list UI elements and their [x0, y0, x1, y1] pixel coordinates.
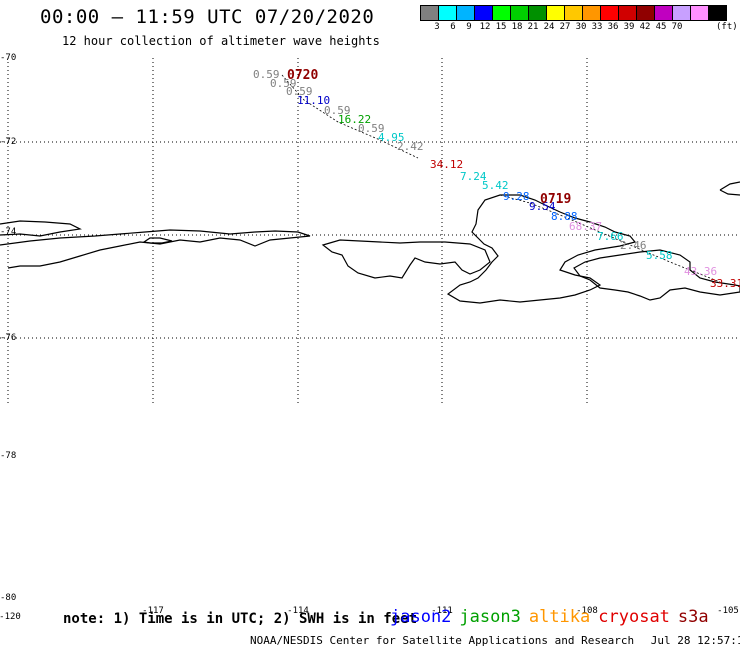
wave-height-labels: 0.590.590.5911.100.5916.220.594.952.4234…: [253, 68, 740, 290]
lon-label: -120: [0, 612, 21, 622]
wave-height-label: 0.59: [286, 85, 313, 98]
coastline-segment: [446, 194, 637, 304]
coastline-segment: [142, 237, 173, 244]
wave-height-label: 7.24: [460, 170, 487, 183]
map-subtitle: 12 hour collection of altimeter wave hei…: [62, 34, 380, 48]
colorbar-tick-label: 42: [639, 22, 651, 32]
track-0720: [281, 74, 419, 159]
mission-legend-item: cryosat: [598, 607, 670, 627]
mission-legend-item: jason2: [390, 607, 452, 627]
wave-height-label: 9.54: [529, 200, 556, 213]
lat-label: -80: [0, 593, 17, 603]
lon-label: -111: [431, 606, 453, 616]
colorbar-tick-label: 3: [434, 22, 440, 32]
colorbar-tick-label: 18: [511, 22, 523, 32]
colorbar-tick-label: 33: [591, 22, 603, 32]
coastline-segment: [573, 249, 740, 301]
wave-height-label: 0.59: [253, 68, 280, 81]
coastline-segment: [0, 220, 82, 237]
wave-height-label: 7.66: [597, 230, 624, 243]
wave-height-label: 0.59: [358, 122, 385, 135]
wave-height-label: 2.46: [620, 239, 647, 252]
colorbar-tick-label: 30: [575, 22, 587, 32]
mission-legend: jason2 jason3 altika cryosat s3a: [390, 607, 717, 627]
colorbar-tick-label: 12: [479, 22, 491, 32]
wave-height-label: 4.95: [378, 131, 405, 144]
lat-label: -76: [0, 333, 17, 343]
track-time-label: 0719: [540, 192, 571, 207]
colorbar-tick-label: 45: [655, 22, 667, 32]
lon-label: -105: [717, 606, 739, 616]
colorbar-tick-label: 24: [543, 22, 555, 32]
credit-text: NOAA/NESDIS Center for Satellite Applica…: [250, 634, 635, 647]
lon-label: -114: [287, 606, 309, 616]
wave-height-label: 16.22: [338, 113, 371, 126]
coastline-segment: [719, 181, 740, 196]
colorbar-tick-label: 70: [671, 22, 683, 32]
lat-label: -78: [0, 451, 17, 461]
colorbar-tick-label: 27: [559, 22, 571, 32]
wave-height-label: 34.12: [430, 158, 463, 171]
mission-legend-item: altika: [528, 607, 591, 627]
lat-label: -74: [0, 227, 17, 237]
wave-height-label: 43.36: [684, 265, 717, 278]
wave-height-label: 5.42: [482, 179, 509, 192]
colorbar-legend: [420, 5, 727, 21]
lat-label: -70: [0, 53, 17, 63]
track-time-label: 0720: [287, 68, 318, 83]
colorbar-tick-label: 39: [623, 22, 635, 32]
wave-height-label: 33.31: [710, 277, 740, 290]
generation-timestamp: Jul 28 12:57:12 UTC 2020: [650, 634, 740, 647]
graticule: [0, 58, 740, 406]
wave-height-label: 11.10: [297, 94, 330, 107]
colorbar-tick-label: 15: [495, 22, 507, 32]
mission-legend-item: s3a: [677, 607, 709, 627]
wave-height-label: 9.28: [503, 190, 530, 203]
wave-height-label: 8.88: [551, 210, 578, 223]
colorbar-tick-label: 36: [607, 22, 619, 32]
footer-note: note: 1) Time is in UTC; 2) SWH is in fe…: [63, 611, 418, 627]
colorbar-tick-label: 21: [527, 22, 539, 32]
footer-credit: NOAA/NESDIS Center for Satellite Applica…: [240, 634, 740, 647]
colorbar-tick-label: 9: [466, 22, 472, 32]
lat-label: -72: [0, 137, 17, 147]
coastline: [0, 181, 740, 304]
lon-label: -108: [576, 606, 598, 616]
wave-height-label: 2.42: [397, 140, 424, 153]
wave-height-label: 0.59: [324, 104, 351, 117]
colorbar-tick-label: 6: [450, 22, 456, 32]
wave-height-label: 68.37: [569, 220, 602, 233]
wave-height-label: 5.58: [646, 249, 673, 262]
mission-legend-item: jason3: [459, 607, 521, 627]
map-title: 00:00 – 11:59 UTC 07/20/2020: [40, 6, 375, 28]
colorbar-swatch: [708, 5, 727, 21]
wave-height-label: 0.59: [270, 77, 297, 90]
colorbar-unit-label: (ft): [716, 22, 738, 32]
coastline-segment: [321, 239, 491, 279]
satellite-tracks: [281, 74, 721, 283]
coastline-segment: [0, 229, 311, 269]
lon-label: -117: [142, 606, 164, 616]
